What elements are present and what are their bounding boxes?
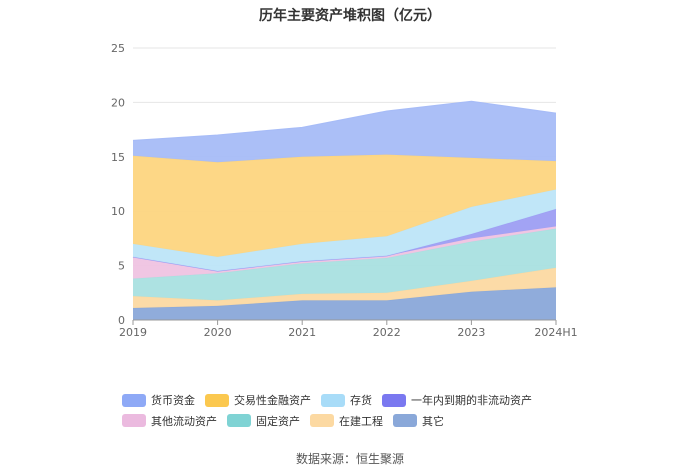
x-tick-label: 2019 <box>119 326 147 339</box>
x-tick-label: 2020 <box>204 326 232 339</box>
area-series-1 <box>133 267 556 309</box>
legend-item[interactable]: 交易性金融资产 <box>205 390 311 410</box>
legend-label: 在建工程 <box>339 414 383 428</box>
stacked-area-chart: 0 5 10 15 20 25 2019 2020 2021 2022 2023 2024H1 <box>111 42 578 339</box>
legend-item[interactable]: 货币资金 <box>122 390 195 410</box>
legend-item[interactable]: 在建工程 <box>310 411 383 431</box>
y-tick-label: 0 <box>118 314 125 327</box>
legend-label: 固定资产 <box>256 414 300 428</box>
legend-swatch <box>321 393 345 407</box>
data-source: 数据来源：恒生聚源 <box>295 452 404 466</box>
legend-label: 交易性金融资产 <box>234 394 311 407</box>
x-tick-label: 2021 <box>288 326 316 339</box>
legend-swatch <box>382 393 406 407</box>
x-tick-label: 2022 <box>373 326 401 339</box>
area-series-2 <box>133 228 556 301</box>
y-tick-label: 10 <box>111 205 125 218</box>
chart-title: 历年主要资产堆积图（亿元） <box>259 8 441 24</box>
legend-label: 存货 <box>350 394 372 407</box>
area-series-line-7 <box>132 100 557 142</box>
x-tick-label: 2023 <box>457 326 485 339</box>
legend-item[interactable]: 固定资产 <box>227 411 300 431</box>
legend-label: 货币资金 <box>151 394 195 407</box>
area-series-3 <box>133 226 556 279</box>
area-series-0 <box>133 287 556 320</box>
y-tick-label: 20 <box>111 96 125 109</box>
legend-swatch <box>122 393 146 407</box>
area-series-7 <box>133 101 556 163</box>
y-tick-label: 15 <box>111 151 125 164</box>
legend-swatch <box>393 414 417 427</box>
legend-item[interactable]: 一年内到期的非流动资产 <box>382 390 532 410</box>
legend-swatch <box>205 393 229 407</box>
chart-legend: 货币资金 交易性金融资产 存货 一年内到期的非流动资产其他流动资产 固定资产 在建工程 其它 <box>122 390 602 431</box>
area-series-5 <box>133 189 556 272</box>
area-series-6 <box>133 154 556 257</box>
legend-item[interactable]: 其它 <box>393 411 444 431</box>
legend-item[interactable]: 存货 <box>321 390 372 410</box>
legend-label: 其他流动资产 <box>151 414 217 428</box>
legend-item[interactable]: 其他流动资产 <box>122 411 217 431</box>
legend-swatch <box>122 414 146 427</box>
legend-swatch <box>227 414 251 427</box>
y-tick-label: 25 <box>111 42 125 55</box>
legend-label: 一年内到期的非流动资产 <box>411 394 532 407</box>
legend-swatch <box>310 414 334 427</box>
x-tick-label: 2024H1 <box>534 326 577 339</box>
y-tick-label: 5 <box>118 260 125 273</box>
legend-label: 其它 <box>422 414 444 428</box>
